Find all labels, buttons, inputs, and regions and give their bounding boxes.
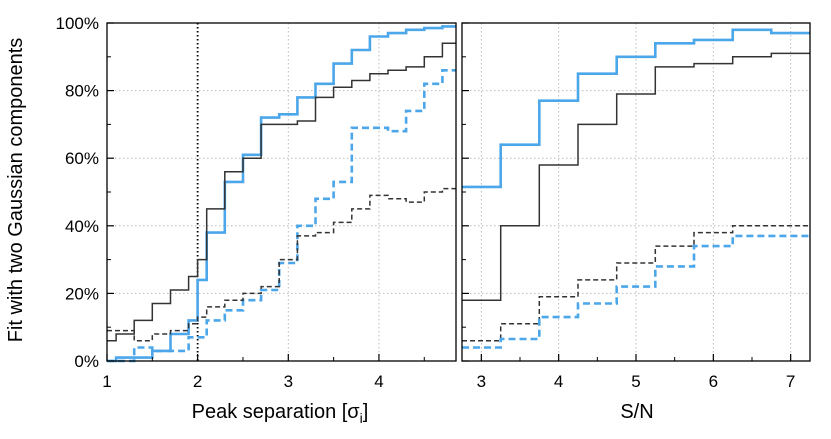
y-tick-label: 100%: [56, 14, 99, 33]
right-panel: 3 4 5 6 7: [461, 22, 811, 391]
series-line-blue-solid: [462, 28, 810, 189]
x-axis-label-left: Peak separation [σi]: [192, 401, 369, 426]
y-tick-label: 60%: [65, 149, 99, 168]
series-line-blue-solid: [107, 25, 456, 363]
y-tick-label: 20%: [65, 284, 99, 303]
series-line-dark-solid: [107, 42, 456, 342]
x-axis-label-right: S/N: [620, 401, 653, 423]
x-tick-label: 7: [786, 372, 795, 391]
left-panel: 1 2 3 40%20%40%60%80%100%: [56, 14, 457, 391]
series-line-dark-dashed: [462, 225, 810, 342]
y-tick-label: 80%: [65, 82, 99, 101]
y-axis-label: Fit with two Gaussian components: [5, 38, 27, 343]
series-line-dark-dashed: [107, 187, 456, 342]
x-tick-label: 4: [554, 372, 563, 391]
axes-frame: [106, 22, 457, 362]
x-tick-label: 1: [102, 372, 111, 391]
x-tick-label: 4: [374, 372, 383, 391]
y-tick-label: 40%: [65, 217, 99, 236]
y-tick-label: 0%: [74, 352, 99, 371]
series-line-dark-solid: [462, 52, 810, 301]
x-tick-label: 6: [709, 372, 718, 391]
x-tick-label: 3: [477, 372, 486, 391]
x-tick-label: 5: [631, 372, 640, 391]
series-line-blue-dashed: [107, 69, 456, 363]
x-tick-label: 3: [284, 372, 293, 391]
series-line-blue-dashed: [462, 234, 810, 349]
x-tick-label: 2: [193, 372, 202, 391]
